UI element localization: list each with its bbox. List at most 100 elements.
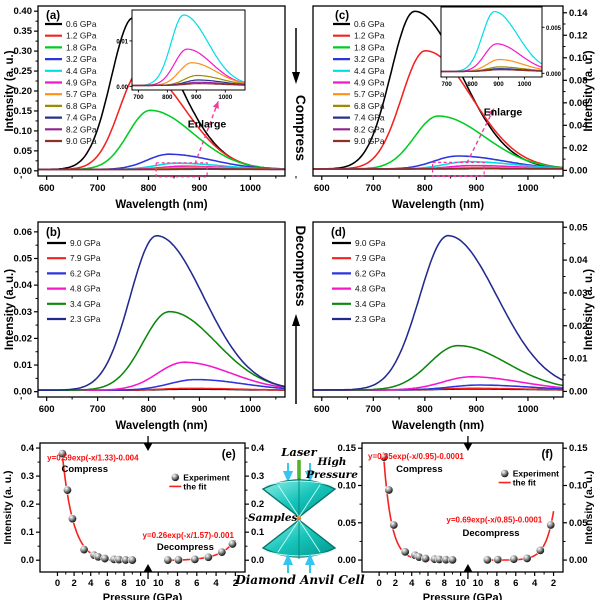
x-tick-label: 900 — [192, 404, 208, 415]
y-tick-label-left: 0.15 — [338, 443, 357, 454]
y-tick-label: 0.40 — [14, 6, 33, 17]
y-tick-label: 0.02 — [14, 333, 33, 344]
x-tick-label: 10 — [153, 578, 164, 589]
compress-label: Compress — [293, 95, 308, 161]
y-axis-ticks: 0.00 0.00 0.05 0.05 0.10 0.10 0.15 0.15 — [338, 443, 589, 566]
legend-label: 4.9 GPa — [66, 78, 97, 88]
enlarge-label: Enlarge — [188, 119, 227, 131]
y-tick-label: 0.20 — [14, 86, 33, 97]
decompress-point — [535, 545, 545, 555]
compress-point — [389, 520, 399, 530]
panel-f: 0 2 4 6 8 10 10 8 6 4 20.00 0.000.05 0.050.10 0.100.1… — [338, 436, 595, 600]
y-tick-label-left: 0.00 — [338, 555, 357, 566]
x-axis-ticks: 0 2 4 6 8 10 10 8 6 4 2 — [55, 572, 238, 589]
y-tick-label: 0.05 — [569, 222, 588, 233]
y-tick-label-right: 0.4 — [251, 443, 265, 454]
y-tick-label-left: 0.2 — [21, 499, 34, 510]
plot-area: 0 2 4 6 8 10 10 8 6 4 20.00 0.000.05 0.050.10 0.100.1… — [338, 436, 595, 600]
decompress-point — [493, 555, 503, 565]
legend-label: 6.2 GPa — [70, 268, 101, 278]
y-tick-label: 0.10 — [569, 53, 588, 64]
y-tick-label-left: 0.05 — [338, 518, 357, 529]
inset-x-tick: 1000 — [218, 94, 232, 101]
bottom-diamond-anvil — [261, 519, 337, 559]
y-tick-label-right: 0.15 — [569, 443, 588, 454]
y-tick-label-right: 0.00 — [569, 555, 588, 566]
inset-y-tick: 0.005 — [546, 26, 562, 32]
compress-point — [400, 547, 410, 557]
decompress-annotation: Decompress — [157, 542, 214, 553]
x-axis-title: Pressure (GPa) — [103, 592, 183, 600]
x-tick-label: 600 — [314, 183, 330, 194]
x-tick-label: 1000 — [240, 404, 261, 415]
inset-x-tick: 1000 — [518, 81, 532, 88]
curves — [38, 17, 285, 171]
legend-label: 5.7 GPa — [354, 89, 385, 99]
decompress-point — [173, 555, 183, 565]
curve-2.3-GPa — [313, 234, 563, 391]
y-tick-label: 0.12 — [569, 30, 588, 41]
legend-label: 3.4 GPa — [70, 299, 101, 309]
y-tick-label: 0.01 — [569, 354, 588, 365]
plot-area: 0 2 4 6 8 10 10 8 6 4 20.0 0.00.1 0.10.2 0.20.3 0.30.4… — [2, 436, 265, 600]
inset-x-tick: 900 — [493, 81, 504, 88]
legend-label: 0.6 GPa — [66, 19, 97, 29]
panel-letter: (c) — [335, 10, 349, 22]
enlarge-arrow — [466, 107, 495, 164]
y-tick-label-left: 0.1 — [21, 527, 35, 538]
y-tick-label: 0.00 — [14, 387, 33, 398]
middle-annotations: Compress Decompress — [292, 28, 308, 404]
panel-c: 600 700 800 900 1000 0.00 0.02 0.04 0.06 0.08 0.10… — [295, 5, 595, 211]
inset-x-tick: 800 — [467, 81, 478, 88]
legend-label: 2.3 GPa — [70, 314, 101, 324]
inset-frame — [131, 9, 246, 91]
inset-x-tick: 900 — [191, 94, 202, 101]
panel-letter: (f) — [541, 449, 553, 461]
enlarge-label: Enlarge — [484, 107, 523, 119]
legend-experiment-label: Experiment — [513, 469, 559, 479]
compress-point — [384, 485, 394, 495]
legend-label: 2.3 GPa — [355, 314, 386, 324]
legend-label: 9.0 GPa — [70, 238, 101, 248]
x-tick-label: 600 — [39, 404, 55, 415]
compress-arrowhead-down-icon — [292, 72, 300, 84]
x-tick-label: 700 — [90, 404, 106, 415]
y-tick-label-right: 0.1 — [251, 527, 265, 538]
x-tick-label: 2 — [551, 578, 556, 589]
y-tick-label: 0.08 — [569, 75, 588, 86]
decompress-point — [522, 553, 532, 563]
compress-point — [57, 449, 67, 459]
legend-label: 1.2 GPa — [354, 31, 385, 41]
y-axis-title: Intensity (a. u.) — [4, 50, 16, 131]
y-axis-ticks: 0.00 0.01 0.02 0.03 0.04 0.05 — [563, 222, 588, 397]
y-tick-label-left: 0.4 — [21, 443, 35, 454]
axes-frame — [361, 442, 564, 573]
inset-x-tick: 700 — [442, 81, 453, 88]
y-tick-label: 0.02 — [569, 321, 588, 332]
x-tick-label: 800 — [417, 404, 433, 415]
x-tick-label: 4 — [532, 578, 538, 589]
x-axis-title: Pressure (GPa) — [423, 592, 503, 600]
axes-frame — [312, 221, 564, 398]
compress-annotation: Compress — [62, 464, 108, 475]
x-tick-label: 1000 — [517, 183, 538, 194]
legend-label: 4.9 GPa — [354, 78, 385, 88]
inset-x-tick: 700 — [133, 94, 144, 101]
x-axis-title: Wavelength (nm) — [392, 420, 484, 432]
axis-break-markers — [463, 436, 473, 579]
axis-break-markers — [143, 436, 153, 579]
compress-point — [379, 452, 389, 462]
y-axis-title: Intensity (a. u.) — [2, 470, 14, 544]
y-tick-label: 0.35 — [14, 26, 33, 37]
x-tick-label: 700 — [90, 183, 106, 194]
inset-curve-9.0-GPa — [132, 83, 245, 87]
x-tick-label: 10 — [455, 578, 466, 589]
x-axis-title: Wavelength (nm) — [115, 420, 207, 432]
compress-point — [62, 485, 72, 495]
curve-2.3-GPa — [38, 235, 285, 391]
x-axis-ticks: 600 700 800 900 1000 — [295, 176, 555, 194]
decompress-point — [227, 539, 237, 549]
x-tick-label: 6 — [425, 578, 430, 589]
y-tick-label: 0.25 — [14, 66, 33, 77]
